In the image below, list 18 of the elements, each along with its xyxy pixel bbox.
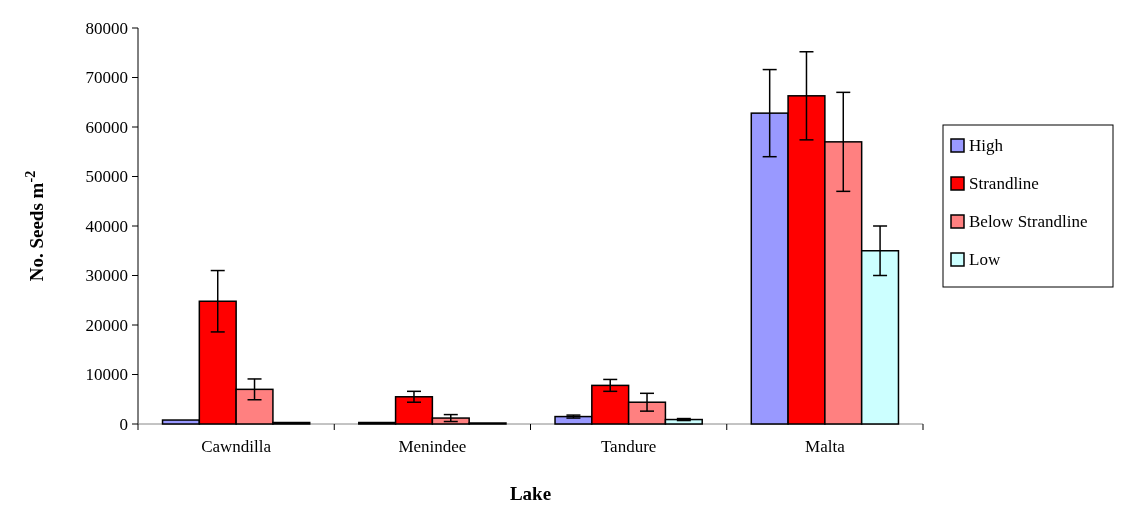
- legend-label: High: [969, 136, 1004, 155]
- y-tick-label: 60000: [85, 117, 128, 137]
- y-tick-label: 70000: [85, 68, 128, 88]
- y-tick-label: 10000: [85, 365, 128, 385]
- y-tick-label: 30000: [85, 266, 128, 286]
- x-tick-label: Tandure: [600, 437, 657, 456]
- x-tick-label: Menindee: [398, 437, 467, 456]
- y-tick-label: 80000: [85, 18, 128, 38]
- x-tick-label: Cawndilla: [201, 437, 272, 456]
- y-tick-label: 20000: [85, 315, 128, 335]
- x-axis-title: Lake: [509, 483, 552, 504]
- y-tick-label: 50000: [85, 167, 128, 187]
- legend-label: Below Strandline: [969, 212, 1088, 231]
- y-tick-label: 0: [119, 414, 128, 434]
- x-tick-label: Malta: [805, 437, 846, 456]
- y-tick-label: 40000: [85, 216, 128, 236]
- legend-label: Low: [969, 250, 1001, 269]
- legend-label: Strandline: [969, 174, 1039, 193]
